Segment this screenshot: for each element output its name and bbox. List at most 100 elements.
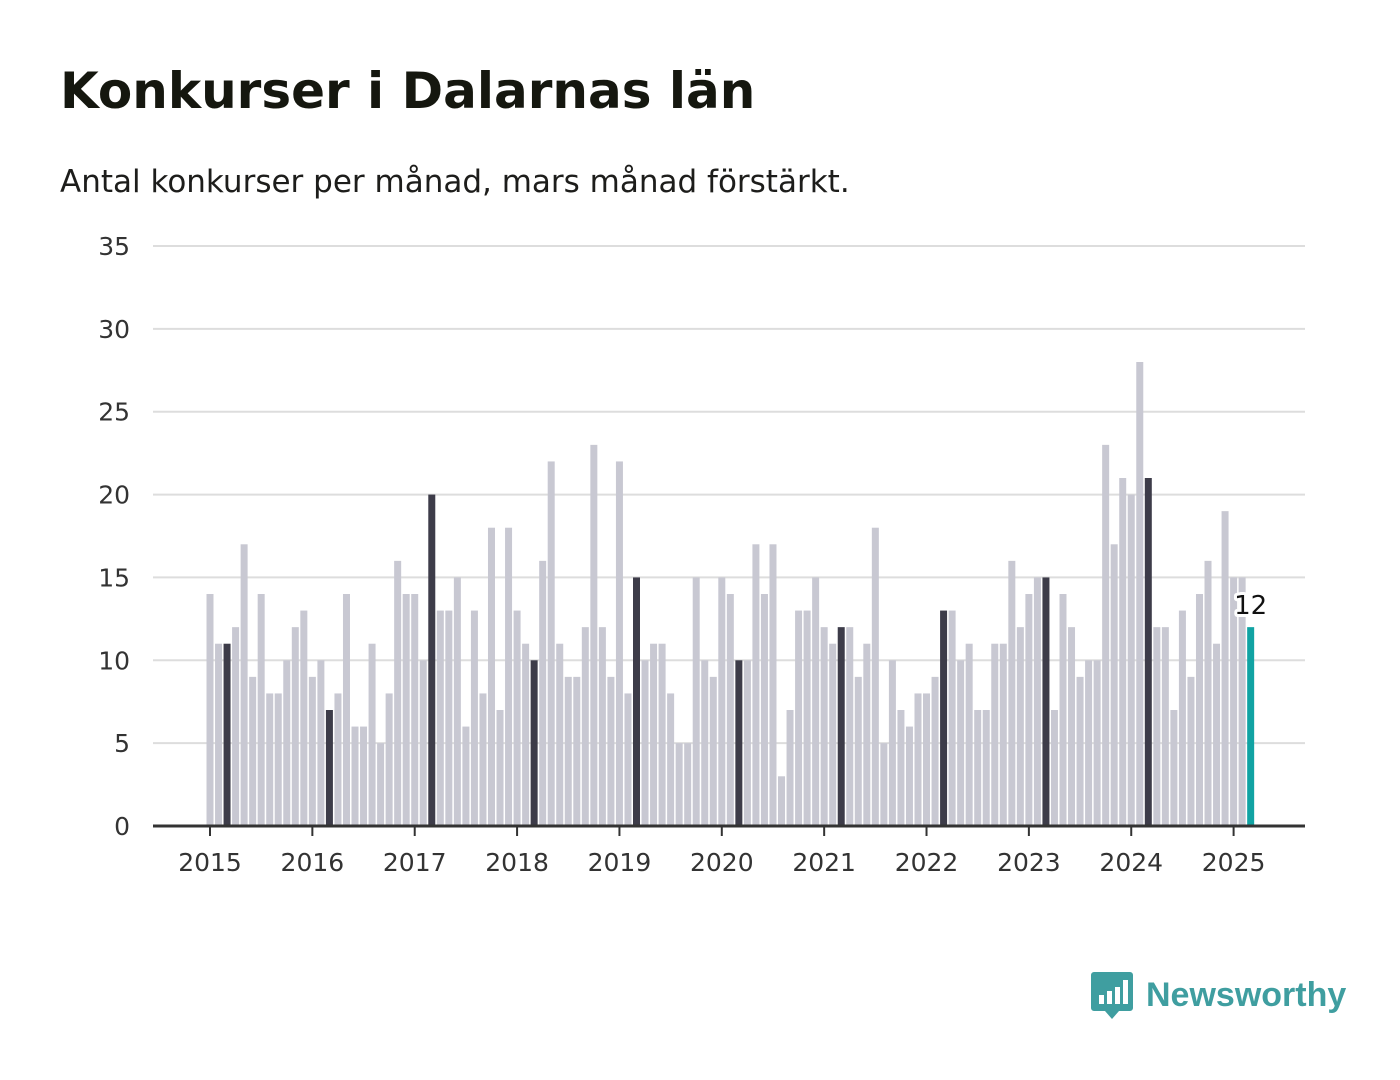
bar — [760, 594, 768, 826]
bar — [513, 610, 521, 826]
bar — [999, 643, 1007, 826]
bar — [735, 660, 743, 826]
bar — [1204, 560, 1212, 826]
bar — [965, 643, 973, 826]
bar — [991, 643, 999, 826]
brand-name: Newsworthy — [1146, 975, 1347, 1014]
bar — [598, 627, 606, 826]
bar — [803, 610, 811, 826]
bar — [795, 610, 803, 826]
bar — [1076, 676, 1084, 826]
bar — [633, 577, 640, 826]
bar — [846, 627, 854, 826]
bar — [905, 726, 913, 826]
bar — [1068, 627, 1076, 826]
x-tick-label: 2024 — [1099, 848, 1163, 877]
bar — [667, 693, 675, 826]
bar — [1102, 444, 1110, 826]
bar — [385, 693, 393, 826]
bar — [1178, 610, 1186, 826]
bar — [1119, 478, 1127, 826]
bar — [923, 693, 931, 826]
bar — [641, 660, 649, 826]
bar — [624, 693, 632, 826]
y-tick-label: 15 — [98, 563, 130, 592]
bar — [556, 643, 564, 826]
chart-title: Konkurser i Dalarnas län — [60, 62, 756, 120]
bar — [863, 643, 871, 826]
bar — [590, 444, 598, 826]
bars — [206, 362, 1255, 826]
bar — [257, 594, 265, 826]
bar — [888, 660, 896, 826]
bar — [274, 693, 282, 826]
x-tick-label: 2016 — [281, 848, 345, 877]
bar — [658, 643, 666, 826]
bar — [1093, 660, 1101, 826]
y-tick-label: 0 — [114, 812, 130, 841]
bar — [530, 660, 538, 826]
y-tick-label: 10 — [98, 646, 130, 675]
bar — [402, 594, 410, 826]
bar — [812, 577, 820, 826]
newsworthy-brand[interactable]: Newsworthy — [1090, 970, 1346, 1020]
bar — [377, 743, 385, 826]
bar — [1247, 627, 1255, 826]
bar — [675, 743, 683, 826]
bar — [615, 461, 623, 826]
bar — [470, 610, 478, 826]
bar — [709, 676, 717, 826]
bar — [1025, 594, 1033, 826]
newsworthy-logo-icon — [1091, 972, 1133, 1019]
bar — [820, 627, 828, 826]
x-tick-label: 2017 — [383, 848, 447, 877]
bar — [573, 676, 581, 826]
bar — [1238, 577, 1246, 826]
bar — [650, 643, 658, 826]
bar — [547, 461, 555, 826]
bar — [360, 726, 368, 826]
bar — [206, 594, 214, 826]
bar — [1144, 478, 1152, 826]
bar — [368, 643, 376, 826]
bar — [351, 726, 359, 826]
bar — [957, 660, 965, 826]
x-tick-label: 2023 — [997, 848, 1061, 877]
bar — [1187, 676, 1195, 826]
bar — [266, 693, 274, 826]
bar — [914, 693, 922, 826]
bar — [871, 527, 879, 826]
bar — [487, 527, 495, 826]
bar — [479, 693, 487, 826]
bar — [1153, 627, 1161, 826]
bar — [522, 643, 530, 826]
bar — [462, 726, 470, 826]
bar — [931, 676, 939, 826]
bar — [718, 577, 726, 826]
bar — [300, 610, 308, 826]
bar — [436, 610, 444, 826]
bar — [1050, 710, 1058, 826]
y-tick-label: 20 — [98, 481, 130, 510]
y-tick-label: 30 — [98, 315, 130, 344]
bar — [419, 660, 427, 826]
bar — [1059, 594, 1067, 826]
bar — [291, 627, 299, 826]
bar — [880, 743, 888, 826]
bar — [837, 627, 845, 826]
bar — [1195, 594, 1203, 826]
bar — [769, 544, 777, 826]
bar — [1230, 577, 1238, 826]
bar — [786, 710, 794, 826]
bar — [829, 643, 837, 826]
x-tick-label: 2021 — [792, 848, 856, 877]
bar — [428, 494, 436, 826]
bar — [897, 710, 905, 826]
y-tick-label: 35 — [98, 232, 130, 261]
bar — [1161, 627, 1169, 826]
bar — [982, 710, 990, 826]
bar — [342, 594, 350, 826]
bar — [692, 577, 700, 826]
bar — [948, 610, 956, 826]
